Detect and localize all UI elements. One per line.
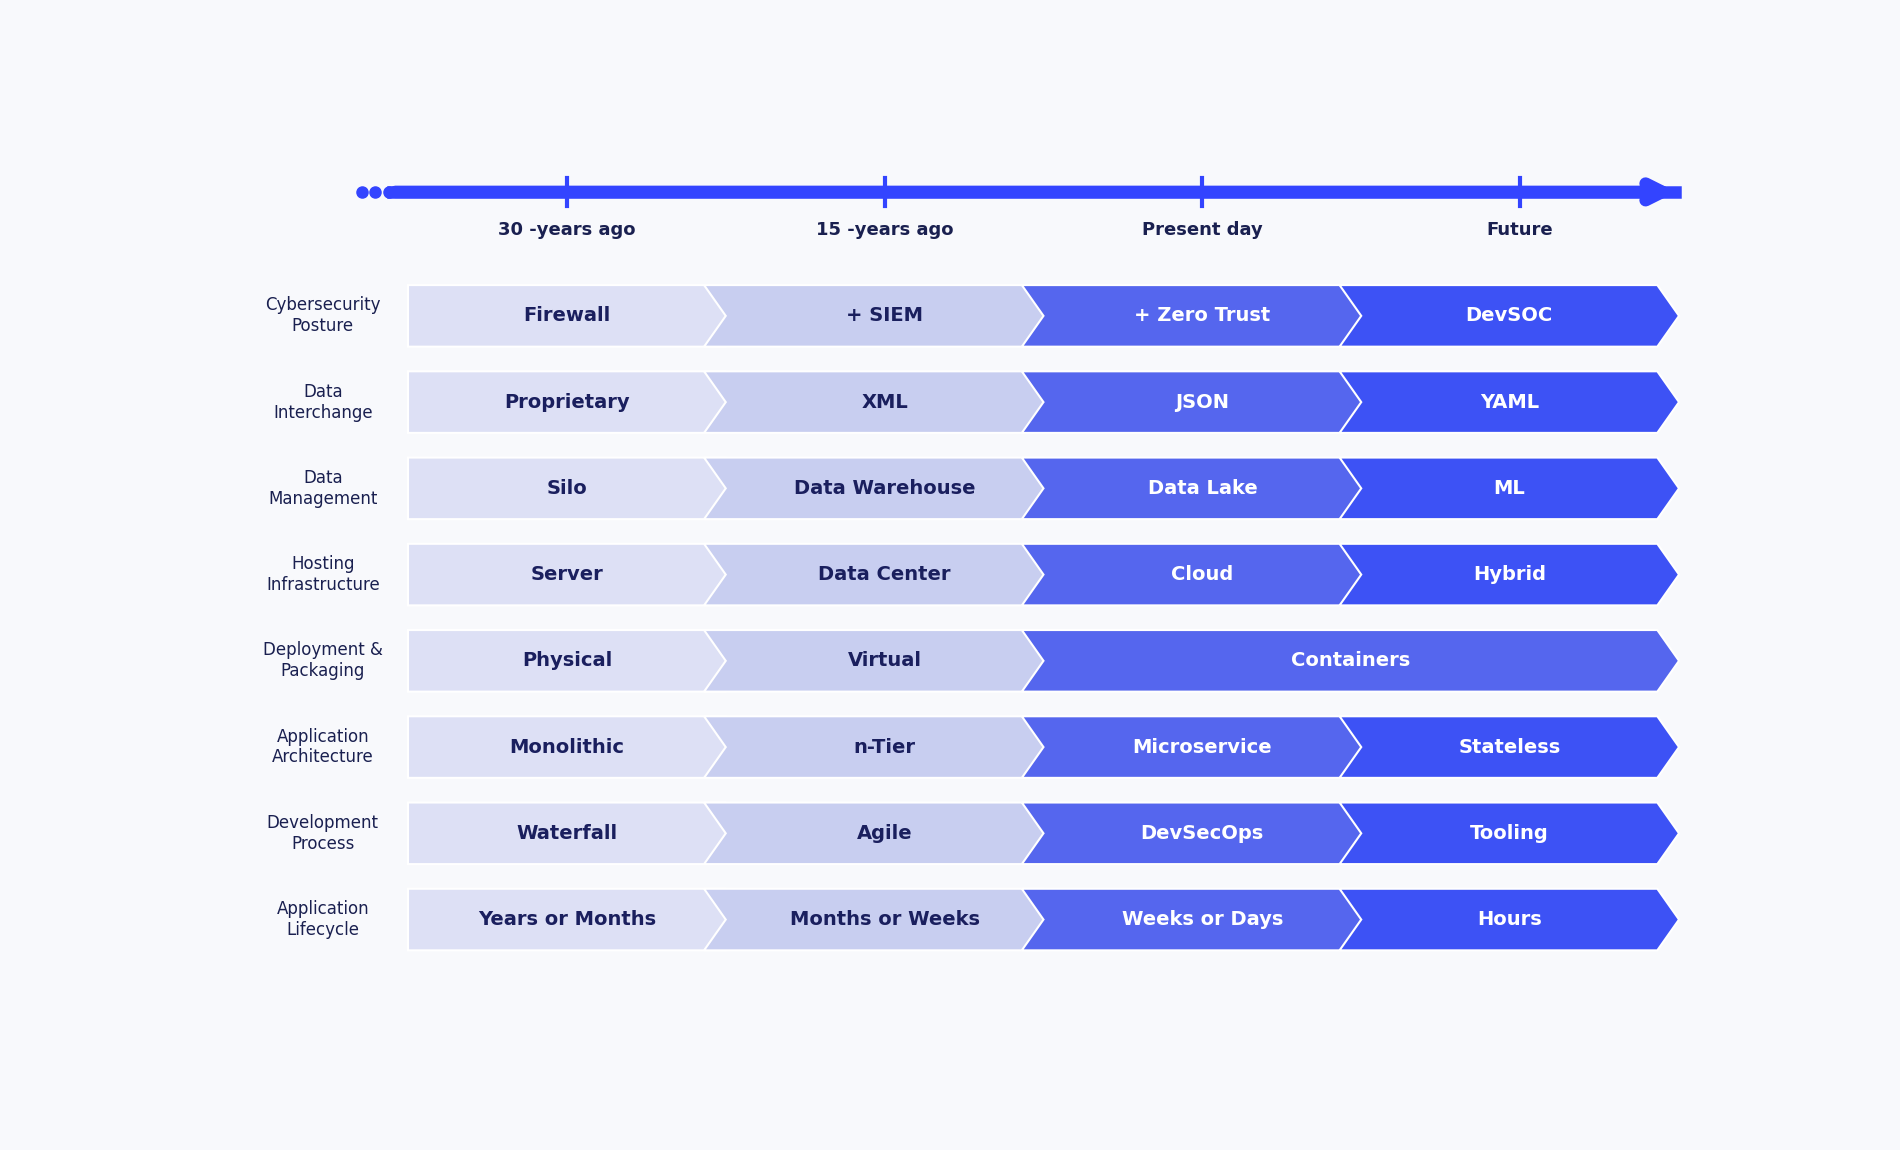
Text: Monolithic: Monolithic <box>509 737 625 757</box>
Polygon shape <box>408 285 747 346</box>
Text: JSON: JSON <box>1176 392 1229 412</box>
Polygon shape <box>408 544 747 605</box>
Text: 15 -years ago: 15 -years ago <box>815 221 954 239</box>
Text: Stateless: Stateless <box>1457 737 1560 757</box>
Polygon shape <box>408 889 747 950</box>
Text: Development
Process: Development Process <box>266 814 378 852</box>
Text: Application
Lifecycle: Application Lifecycle <box>276 900 369 938</box>
Polygon shape <box>1022 803 1383 864</box>
Polygon shape <box>1022 544 1383 605</box>
Polygon shape <box>1022 630 1680 691</box>
Polygon shape <box>705 630 1066 691</box>
Polygon shape <box>705 716 1066 777</box>
Text: Deployment &
Packaging: Deployment & Packaging <box>262 642 382 681</box>
Text: Firewall: Firewall <box>522 306 610 325</box>
Text: Hybrid: Hybrid <box>1472 565 1547 584</box>
Text: Hours: Hours <box>1476 910 1541 929</box>
Text: + SIEM: + SIEM <box>846 306 923 325</box>
Text: ML: ML <box>1493 478 1526 498</box>
Text: Cybersecurity
Posture: Cybersecurity Posture <box>264 297 380 336</box>
Polygon shape <box>705 889 1066 950</box>
Polygon shape <box>1340 544 1680 605</box>
Text: Containers: Containers <box>1290 651 1410 670</box>
Polygon shape <box>705 458 1066 519</box>
Text: + Zero Trust: + Zero Trust <box>1134 306 1271 325</box>
Text: Weeks or Days: Weeks or Days <box>1121 910 1283 929</box>
Text: Physical: Physical <box>522 651 612 670</box>
Text: Months or Weeks: Months or Weeks <box>790 910 980 929</box>
Polygon shape <box>1022 716 1383 777</box>
Text: Microservice: Microservice <box>1132 737 1273 757</box>
Text: Server: Server <box>530 565 604 584</box>
Polygon shape <box>1022 458 1383 519</box>
Polygon shape <box>1340 889 1680 950</box>
Polygon shape <box>408 716 747 777</box>
Polygon shape <box>705 371 1066 432</box>
Text: Data
Interchange: Data Interchange <box>274 383 372 422</box>
Polygon shape <box>408 458 747 519</box>
Polygon shape <box>1022 889 1383 950</box>
Text: Waterfall: Waterfall <box>517 823 618 843</box>
Polygon shape <box>1340 716 1680 777</box>
Text: Future: Future <box>1488 221 1554 239</box>
Polygon shape <box>705 803 1066 864</box>
Text: DevSecOps: DevSecOps <box>1140 823 1264 843</box>
Text: Cloud: Cloud <box>1170 565 1233 584</box>
Text: Years or Months: Years or Months <box>477 910 655 929</box>
Text: Data Center: Data Center <box>819 565 950 584</box>
Text: DevSOC: DevSOC <box>1465 306 1552 325</box>
Text: Silo: Silo <box>547 478 587 498</box>
Polygon shape <box>1340 285 1680 346</box>
Polygon shape <box>408 630 747 691</box>
Text: Data Lake: Data Lake <box>1148 478 1258 498</box>
Text: Data Warehouse: Data Warehouse <box>794 478 975 498</box>
Text: Application
Architecture: Application Architecture <box>272 728 374 766</box>
Text: Proprietary: Proprietary <box>504 392 629 412</box>
Text: Tooling: Tooling <box>1471 823 1548 843</box>
Text: XML: XML <box>861 392 908 412</box>
Text: Data
Management: Data Management <box>268 469 378 508</box>
Text: n-Tier: n-Tier <box>853 737 916 757</box>
Polygon shape <box>1340 458 1680 519</box>
Polygon shape <box>408 371 747 432</box>
Text: YAML: YAML <box>1480 392 1539 412</box>
Polygon shape <box>1340 371 1680 432</box>
Polygon shape <box>408 803 747 864</box>
Text: Hosting
Infrastructure: Hosting Infrastructure <box>266 555 380 595</box>
Text: Agile: Agile <box>857 823 912 843</box>
Polygon shape <box>1022 285 1383 346</box>
Polygon shape <box>705 544 1066 605</box>
Polygon shape <box>1022 371 1383 432</box>
Text: Present day: Present day <box>1142 221 1264 239</box>
Text: Virtual: Virtual <box>847 651 922 670</box>
Text: 30 -years ago: 30 -years ago <box>498 221 636 239</box>
Polygon shape <box>705 285 1066 346</box>
Polygon shape <box>1340 803 1680 864</box>
